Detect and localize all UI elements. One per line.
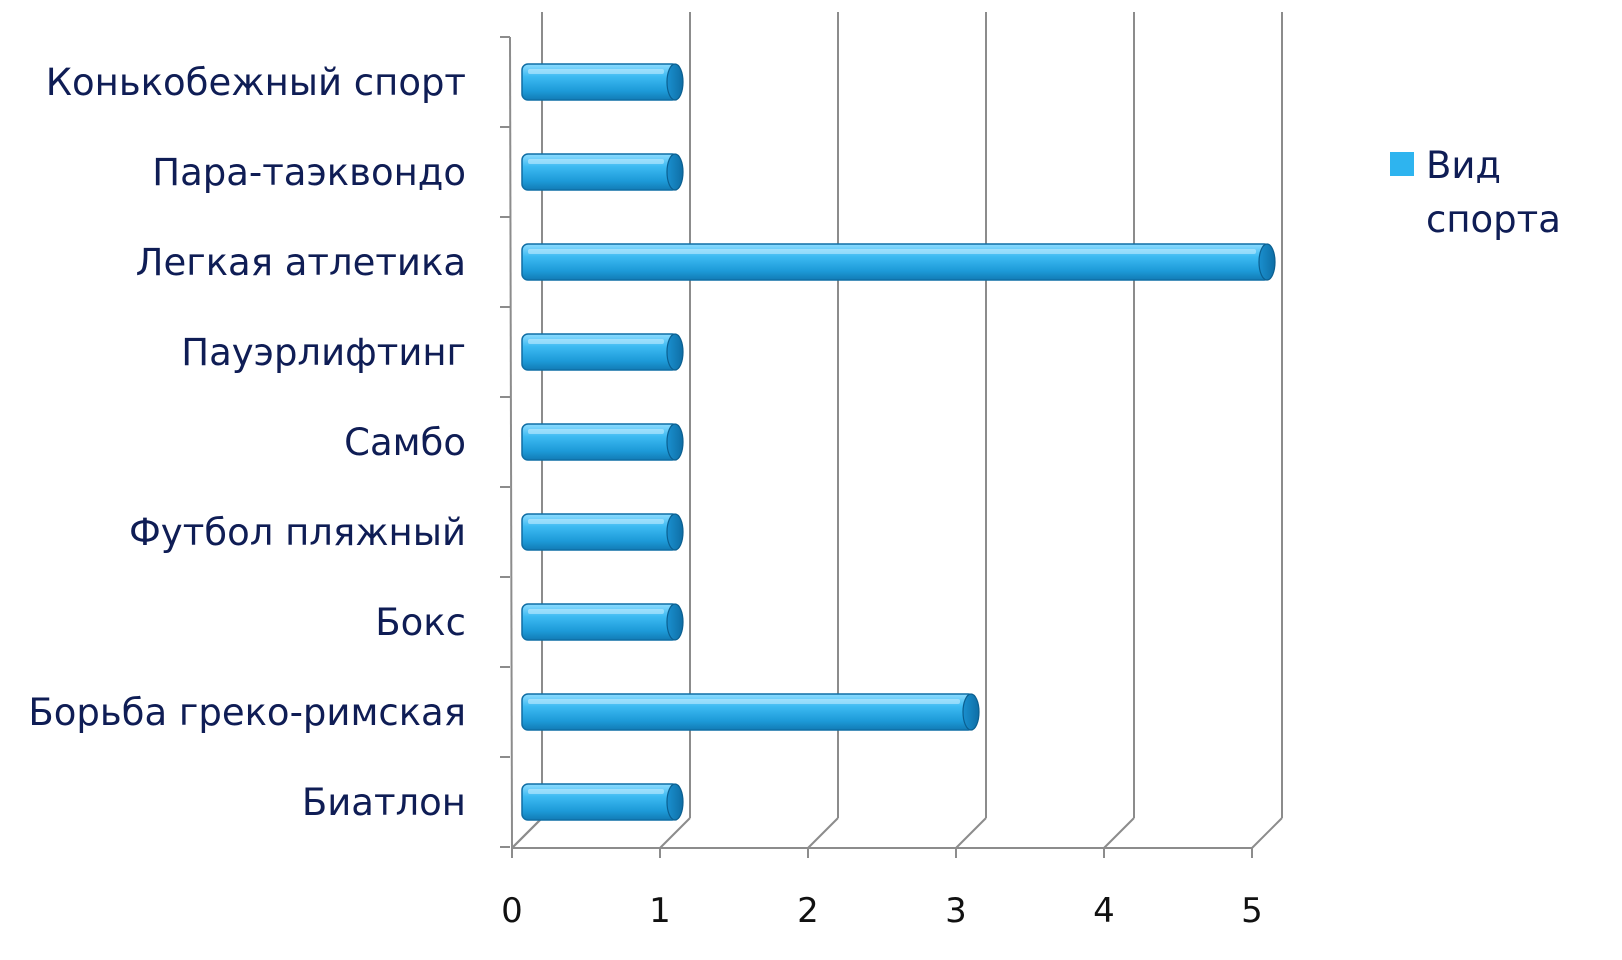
- bar-cap: [666, 333, 684, 371]
- bar-highlight: [528, 339, 664, 344]
- bar: [521, 243, 1276, 281]
- x-tick-label: 0: [501, 891, 523, 931]
- category-label: Биатлон: [302, 781, 466, 824]
- bar-cap: [962, 693, 980, 731]
- x-tick-label: 1: [649, 891, 671, 931]
- category-label: Борьба греко-римская: [28, 691, 466, 734]
- gridline-floor: [955, 817, 987, 849]
- bar: [521, 333, 684, 371]
- category-label: Бокс: [375, 601, 466, 644]
- gridline-floor: [511, 817, 543, 849]
- bar: [521, 63, 684, 101]
- legend-label-line: спорта: [1426, 198, 1561, 241]
- category-label: Футбол пляжный: [129, 511, 466, 554]
- bar-highlight: [528, 429, 664, 434]
- gridline-floor: [659, 817, 691, 849]
- x-tick-label: 3: [945, 891, 967, 931]
- legend-label-line: Вид: [1426, 144, 1501, 187]
- category-labels: Конькобежный спорт Пара-таэквондо Легкая а…: [28, 61, 466, 824]
- x-tick-label: 4: [1093, 891, 1115, 931]
- category-axis-line: [509, 36, 513, 849]
- gridline-floor: [1251, 817, 1283, 849]
- x-tick-label: 2: [797, 891, 819, 931]
- x-tick-label: 5: [1241, 891, 1263, 931]
- gridline-floor: [807, 817, 839, 849]
- category-label: Пара-таэквондо: [152, 151, 466, 194]
- bar-cap: [666, 153, 684, 191]
- bar-cap: [666, 423, 684, 461]
- legend-label: Вид спорта: [1426, 144, 1561, 241]
- category-label: Легкая атлетика: [136, 241, 466, 284]
- bar: [521, 783, 684, 821]
- grid: [500, 12, 1283, 858]
- bar-cap: [1258, 243, 1276, 281]
- x-tick-labels: 0 1 2 3 4 5: [501, 891, 1263, 931]
- category-label: Конькобежный спорт: [46, 61, 466, 104]
- bar: [521, 423, 684, 461]
- bar-highlight: [528, 519, 664, 524]
- bar: [521, 513, 684, 551]
- gridline-floor: [1103, 817, 1135, 849]
- bar: [521, 693, 980, 731]
- bar-highlight: [528, 249, 1256, 254]
- bar-highlight: [528, 699, 960, 704]
- bar-cap: [666, 513, 684, 551]
- bar: [521, 603, 684, 641]
- bar-highlight: [528, 69, 664, 74]
- bar-highlight: [528, 789, 664, 794]
- bar: [521, 153, 684, 191]
- bar-cap: [666, 603, 684, 641]
- legend: Вид спорта: [1390, 144, 1561, 241]
- bar-highlight: [528, 609, 664, 614]
- category-label: Пауэрлифтинг: [181, 331, 466, 374]
- bar-cap: [666, 783, 684, 821]
- bars: [521, 63, 1276, 821]
- bar-cap: [666, 63, 684, 101]
- category-label: Самбо: [344, 421, 466, 464]
- bar-highlight: [528, 159, 664, 164]
- legend-swatch: [1390, 152, 1414, 176]
